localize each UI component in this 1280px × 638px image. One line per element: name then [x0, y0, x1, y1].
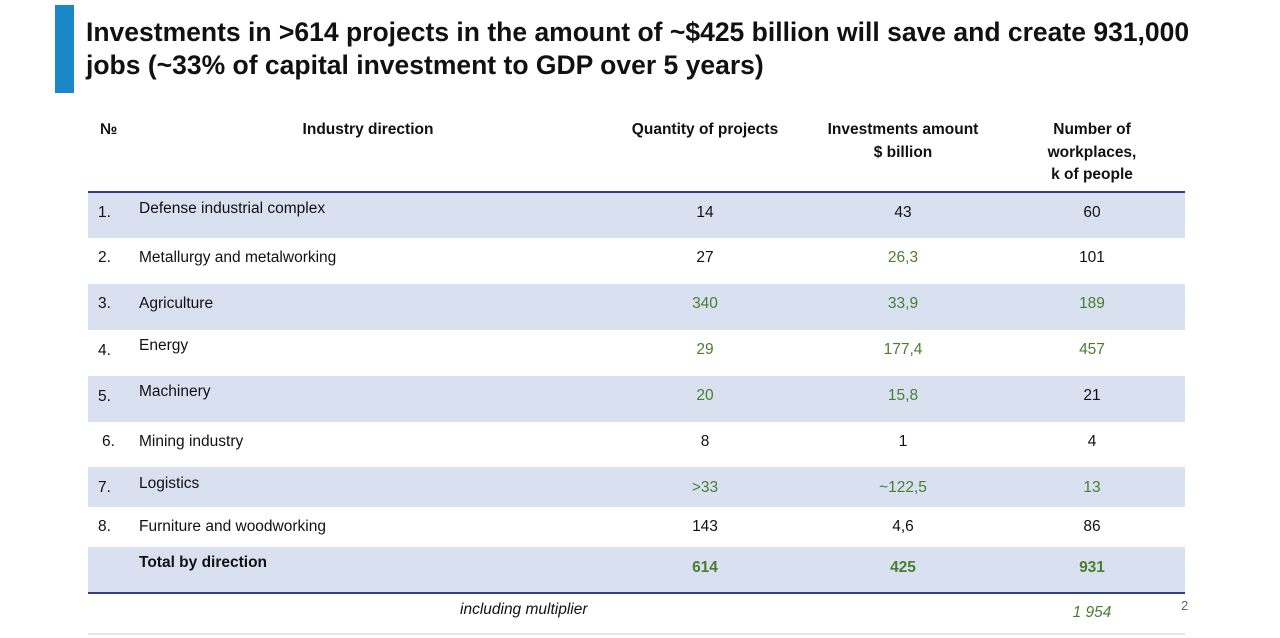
total-workplaces: 931	[1079, 559, 1105, 576]
row-workplaces: 21	[1083, 387, 1101, 404]
row-quantity: 20	[696, 387, 714, 404]
row-industry: Agriculture	[139, 295, 214, 312]
slide-title: Investments in >614 projects in the amou…	[86, 17, 1190, 80]
page-number: 2	[1181, 598, 1189, 613]
row-industry: Energy	[139, 337, 189, 354]
row-investments: 43	[894, 204, 912, 221]
multiplier-row: including multiplier 1 954	[88, 594, 1185, 638]
total-investments: 425	[890, 559, 916, 576]
row-quantity: 143	[692, 518, 718, 535]
row-investments: 4,6	[892, 518, 914, 535]
row-industry: Machinery	[139, 383, 211, 400]
row-investments: 1	[898, 433, 908, 450]
table-row-agriculture: 3. Agriculture 340 33,9 189	[88, 284, 1185, 330]
row-workplaces: 101	[1079, 249, 1105, 266]
footer-divider	[88, 633, 1185, 635]
header-divider	[88, 191, 1185, 193]
table-row-defense: 1. Defense industrial complex 14 43 60	[88, 193, 1185, 238]
header-workplaces: Number of workplaces, k of people	[1002, 119, 1182, 187]
table-row-furniture: 8. Furniture and woodworking 143 4,6 86	[88, 507, 1185, 547]
header-number: №	[100, 121, 118, 138]
row-investments: 26,3	[887, 249, 919, 266]
row-investments: 177,4	[883, 341, 923, 358]
header-workplaces-line3: k of people	[1051, 166, 1133, 183]
header-quantity: Quantity of projects	[631, 121, 779, 138]
row-quantity: >33	[691, 479, 719, 496]
row-workplaces: 457	[1079, 341, 1105, 358]
row-workplaces: 86	[1083, 518, 1101, 535]
row-industry: Defense industrial complex	[139, 200, 326, 217]
row-number: 2.	[98, 249, 111, 266]
row-number: 3.	[98, 295, 111, 312]
row-number: 7.	[98, 479, 111, 496]
header-investments-line2: $ billion	[873, 143, 933, 161]
row-industry: Mining industry	[139, 433, 244, 450]
row-industry: Metallurgy and metalworking	[139, 249, 337, 266]
row-industry: Logistics	[139, 475, 200, 492]
row-quantity: 27	[696, 249, 714, 266]
table-row-metallurgy: 2. Metallurgy and metalworking 27 26,3 1…	[88, 238, 1185, 284]
table-row-logistics: 7. Logistics >33 ~122,5 13	[88, 467, 1185, 507]
investment-table: № Industry direction Quantity of project…	[88, 114, 1185, 638]
row-investments: ~122,5	[879, 479, 927, 496]
row-workplaces: 189	[1079, 295, 1105, 312]
header-workplaces-line1: Number of	[1053, 121, 1131, 138]
row-number: 1.	[98, 204, 111, 221]
row-quantity: 8	[700, 433, 710, 450]
row-number: 6.	[102, 433, 115, 450]
total-label: Total by direction	[139, 554, 268, 571]
row-number: 8.	[98, 518, 111, 535]
row-workplaces: 60	[1083, 204, 1101, 221]
title-accent-bar	[55, 5, 74, 93]
multiplier-label: including multiplier	[460, 601, 588, 618]
table-row-machinery: 5. Machinery 20 15,8 21	[88, 376, 1185, 422]
row-quantity: 29	[696, 341, 714, 358]
header-workplaces-line2: workplaces,	[1047, 143, 1137, 161]
table-row-total: Total by direction 614 425 931	[88, 547, 1185, 592]
row-investments: 33,9	[887, 295, 919, 312]
total-divider	[88, 592, 1185, 594]
table-row-mining: 6. Mining industry 8 1 4	[88, 422, 1185, 467]
row-quantity: 14	[696, 204, 714, 221]
row-workplaces: 13	[1083, 479, 1101, 496]
header-industry: Industry direction	[302, 121, 434, 138]
multiplier-workplaces: 1 954	[1072, 604, 1112, 621]
table-header: № Industry direction Quantity of project…	[88, 114, 1185, 191]
row-workplaces: 4	[1087, 433, 1097, 450]
total-quantity: 614	[692, 559, 718, 576]
row-number: 4.	[98, 342, 111, 359]
row-number: 5.	[98, 388, 111, 405]
row-investments: 15,8	[887, 387, 919, 404]
row-quantity: 340	[692, 295, 718, 312]
header-investments-line1: Investments amount	[827, 121, 979, 138]
row-industry: Furniture and woodworking	[139, 518, 326, 535]
header-investments: Investments amount $ billion	[813, 119, 993, 164]
table-row-energy: 4. Energy 29 177,4 457	[88, 330, 1185, 376]
